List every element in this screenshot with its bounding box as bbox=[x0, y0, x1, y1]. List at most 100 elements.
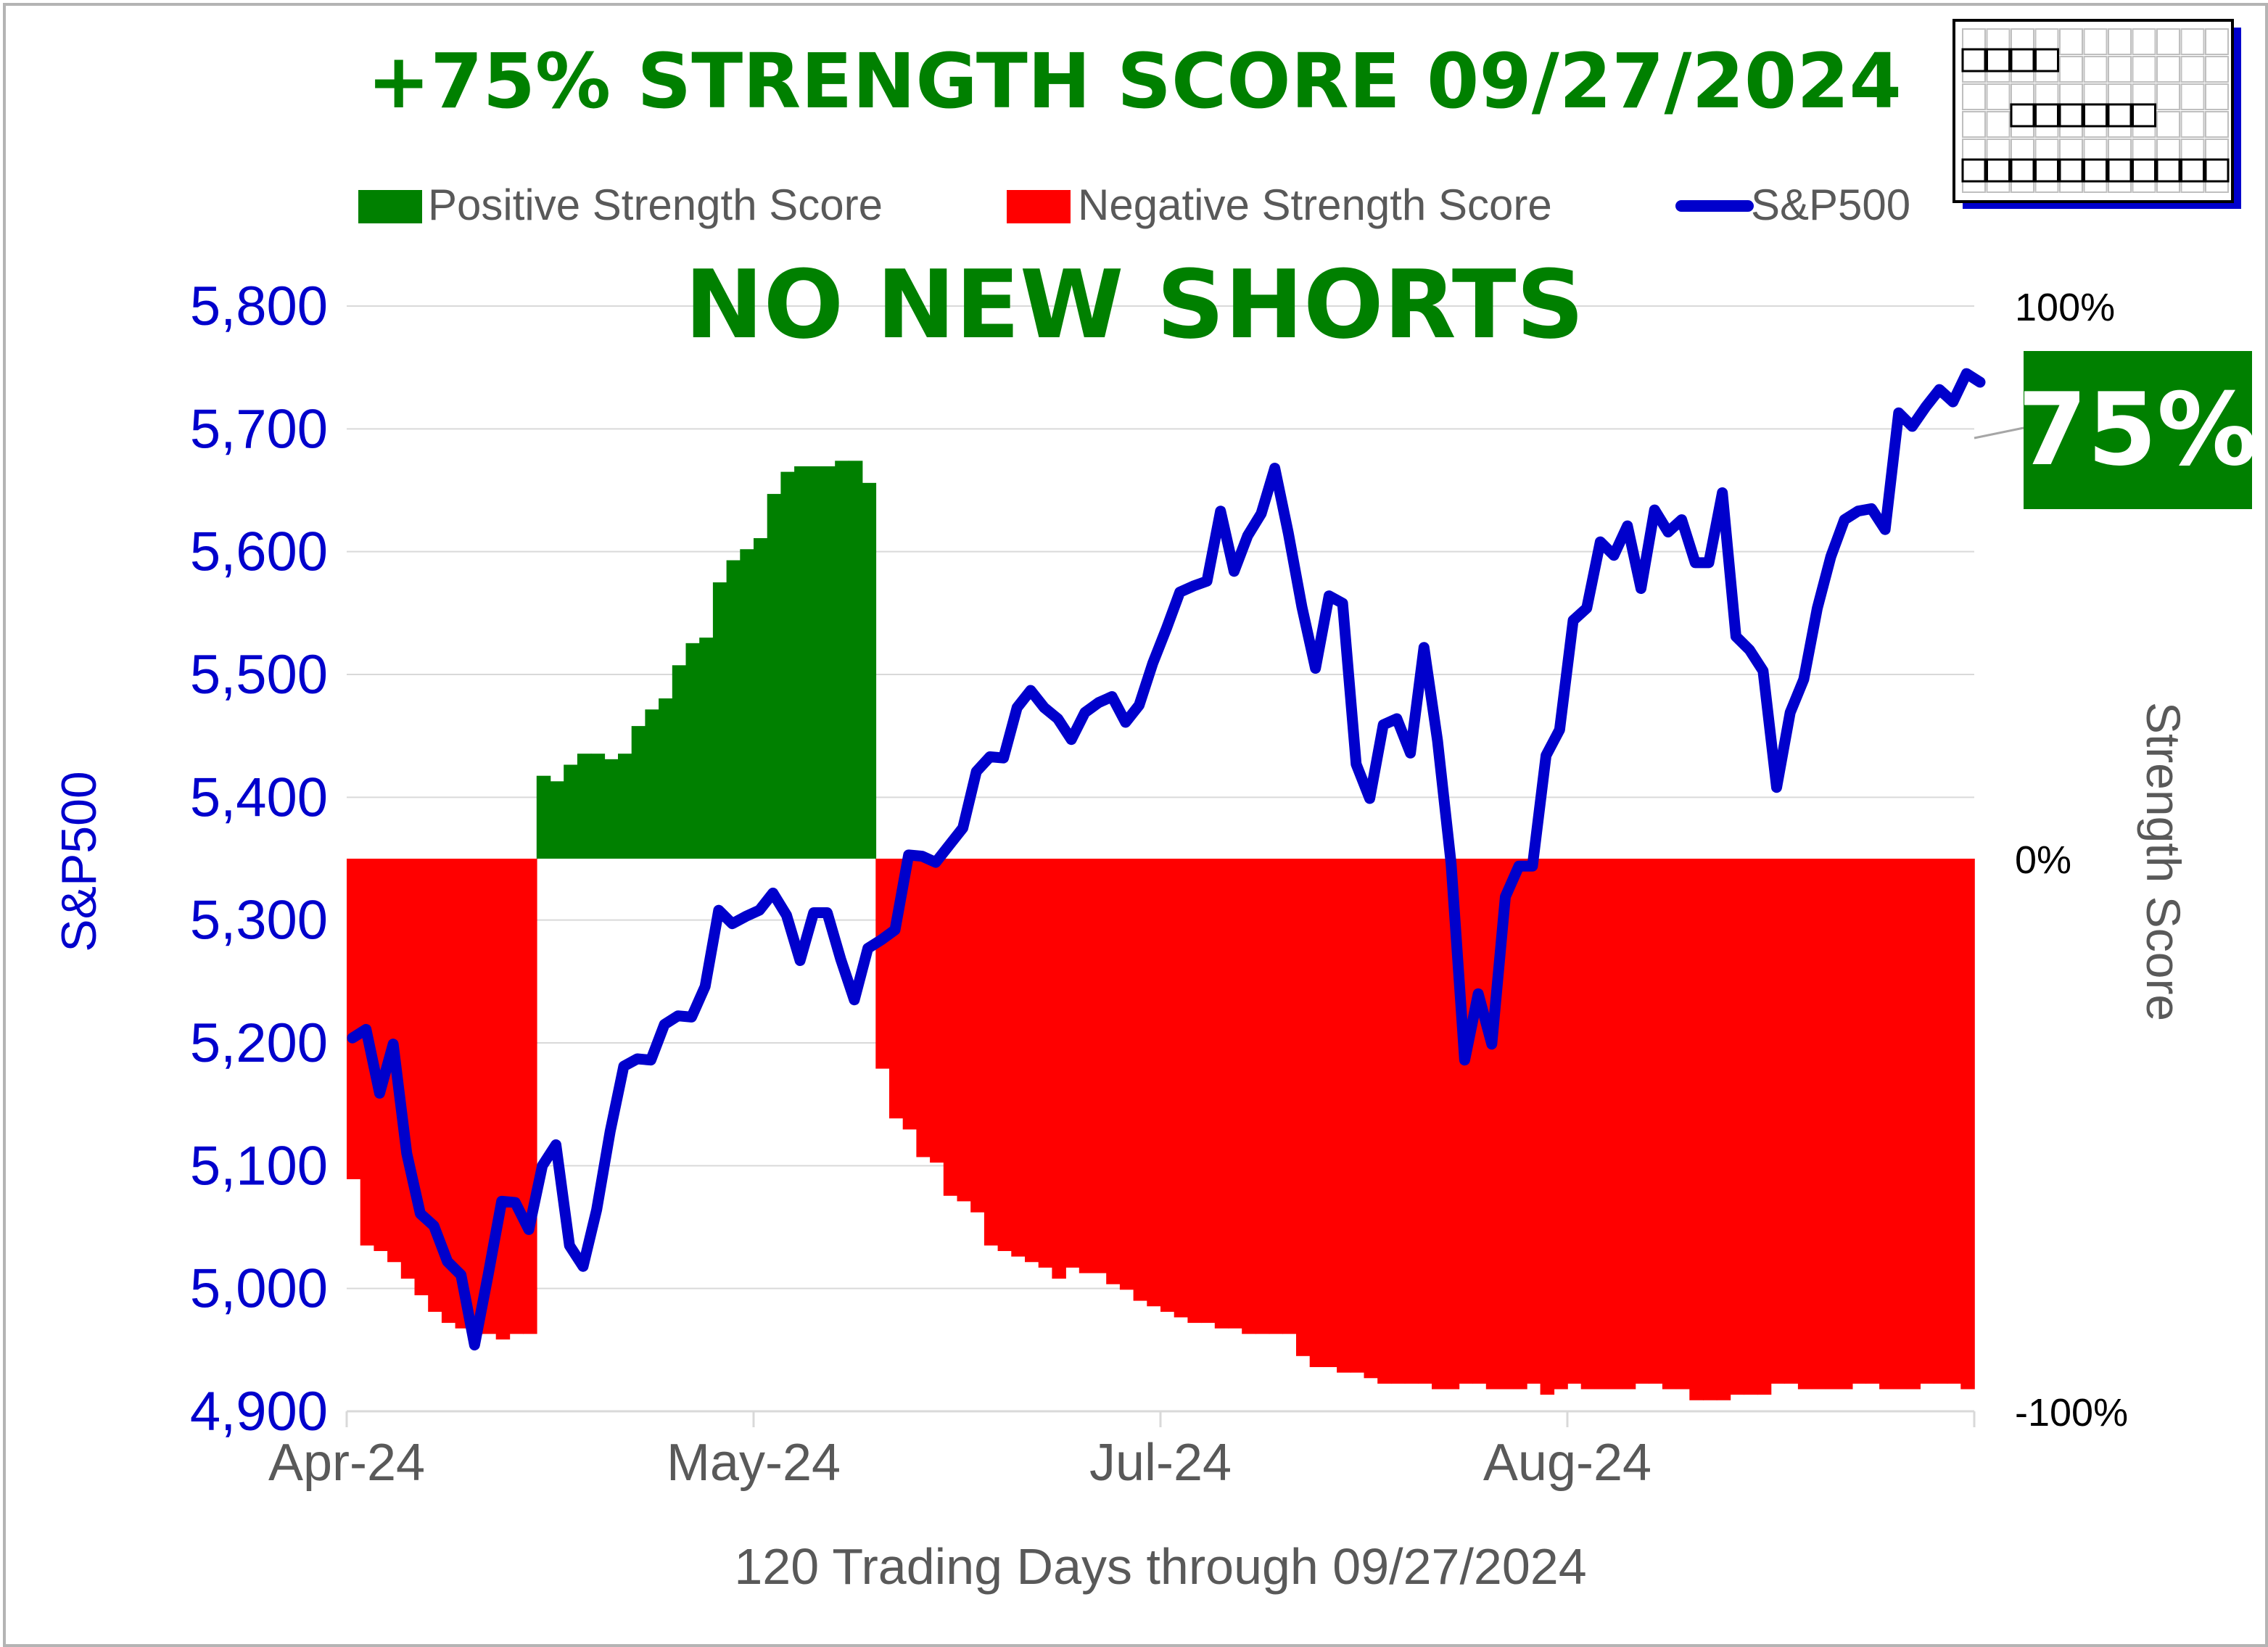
positive-strength-bar bbox=[821, 466, 836, 859]
negative-strength-bar bbox=[455, 859, 470, 1329]
negative-strength-bar bbox=[1242, 859, 1256, 1334]
negative-strength-bar bbox=[1960, 859, 1975, 1390]
legend: Positive Strength Score Negative Strengt… bbox=[358, 181, 1910, 229]
negative-strength-bar bbox=[1174, 859, 1189, 1318]
negative-strength-bar bbox=[1255, 859, 1270, 1334]
logo-cell bbox=[2108, 56, 2132, 83]
negative-strength-bar bbox=[1065, 859, 1080, 1268]
negative-strength-bar bbox=[1133, 859, 1148, 1301]
negative-strength-bar bbox=[1662, 859, 1677, 1390]
positive-strength-bar bbox=[618, 754, 632, 859]
legend-label-sp500: S&P500 bbox=[1751, 181, 1910, 229]
left-tick-label: 5,500 bbox=[190, 644, 328, 706]
chart-title: +75% STRENGTH SCORE 09/27/2024 bbox=[367, 37, 1902, 125]
negative-strength-bar bbox=[1906, 859, 1921, 1390]
logo-cell bbox=[2205, 28, 2229, 55]
logo-letter-cell bbox=[2083, 158, 2108, 183]
negative-strength-bar bbox=[1418, 859, 1432, 1384]
negative-strength-bar bbox=[1214, 859, 1229, 1329]
x-tick-label: Aug-24 bbox=[1483, 1434, 1651, 1492]
positive-strength-bar bbox=[672, 665, 687, 859]
negative-strength-bar bbox=[1269, 859, 1284, 1334]
negative-strength-bar bbox=[495, 859, 511, 1340]
left-tick-label: 5,100 bbox=[190, 1135, 328, 1197]
negative-strength-bar bbox=[1716, 859, 1731, 1400]
logo-letter-cell bbox=[2204, 158, 2230, 183]
negative-strength-bar bbox=[1540, 859, 1555, 1395]
negative-strength-bar bbox=[1092, 859, 1107, 1274]
negative-strength-bar bbox=[1839, 859, 1853, 1390]
negative-strength-bar bbox=[943, 859, 958, 1196]
strength-callout: 75% bbox=[1974, 351, 2257, 509]
negative-strength-bar bbox=[930, 859, 944, 1163]
negative-strength-bar bbox=[1201, 859, 1216, 1324]
positive-strength-bar bbox=[712, 582, 727, 859]
logo-cell bbox=[2156, 83, 2180, 110]
strength-bars bbox=[347, 461, 1975, 1400]
logo-letter-cell bbox=[2083, 103, 2108, 128]
logo-cell bbox=[1986, 83, 2011, 110]
logo-letter-cell bbox=[2058, 158, 2084, 183]
negative-strength-bar bbox=[1282, 859, 1297, 1334]
left-tick-label: 5,400 bbox=[190, 767, 328, 828]
logo-cell bbox=[2108, 28, 2132, 55]
logo-cell bbox=[2132, 56, 2156, 83]
positive-strength-bar bbox=[848, 461, 863, 859]
positive-strength-bar bbox=[780, 471, 795, 859]
negative-strength-bar bbox=[1703, 859, 1718, 1400]
negative-strength-bar bbox=[1635, 859, 1649, 1384]
positive-strength-bar bbox=[862, 482, 877, 859]
positive-strength-bar bbox=[794, 466, 809, 859]
negative-strength-bar bbox=[1567, 859, 1582, 1384]
logo-cell bbox=[2083, 56, 2108, 83]
negative-strength-bar bbox=[1052, 859, 1066, 1279]
right-tick-label: -100% bbox=[2015, 1391, 2128, 1435]
negative-strength-bar bbox=[957, 859, 971, 1202]
sp500-line-layer bbox=[347, 368, 1986, 1351]
positive-strength-bar bbox=[550, 781, 564, 859]
right-axis-title: Strength Score bbox=[2137, 702, 2190, 1021]
logo-letter-cell bbox=[1986, 48, 2011, 73]
negative-strength-bar bbox=[1811, 859, 1826, 1390]
negative-strength-bar bbox=[1865, 859, 1880, 1384]
left-tick-label: 5,700 bbox=[190, 398, 328, 460]
negative-strength-bar bbox=[1689, 859, 1704, 1400]
logo-cell bbox=[2059, 28, 2083, 55]
logo-cell bbox=[2083, 28, 2108, 55]
logo-letter-cell bbox=[1986, 158, 2011, 183]
positive-strength-bar bbox=[564, 764, 578, 859]
negative-strength-bar bbox=[1350, 859, 1365, 1373]
negative-strength-bar bbox=[1337, 859, 1351, 1373]
logo-cell bbox=[2156, 28, 2180, 55]
negative-strength-bar bbox=[1147, 859, 1161, 1307]
negative-strength-bar bbox=[1323, 859, 1337, 1368]
positive-strength-bar bbox=[807, 466, 822, 859]
logo-cell bbox=[1986, 111, 2011, 138]
logo-letter-cell bbox=[2034, 48, 2059, 73]
x-tick-label: Jul-24 bbox=[1089, 1434, 1232, 1492]
negative-strength-bar bbox=[984, 859, 999, 1246]
negative-strength-bar bbox=[1011, 859, 1026, 1257]
logo-letter-cell bbox=[2010, 103, 2035, 128]
negative-strength-bar bbox=[1364, 859, 1378, 1379]
logo-cell bbox=[2180, 111, 2205, 138]
logo-letter-cell bbox=[2107, 103, 2132, 128]
positive-strength-bar bbox=[590, 754, 606, 859]
logo-cell bbox=[2156, 111, 2180, 138]
positive-strength-bar bbox=[631, 726, 646, 859]
logo-cell bbox=[2180, 28, 2205, 55]
negative-strength-bar bbox=[1580, 859, 1596, 1390]
negative-strength-bar bbox=[1933, 859, 1948, 1384]
negative-strength-bar bbox=[1879, 859, 1894, 1390]
left-tick-label: 4,900 bbox=[190, 1381, 328, 1442]
negative-strength-bar bbox=[1825, 859, 1839, 1390]
callout-value: 75% bbox=[2018, 371, 2257, 488]
x-axis-title: 120 Trading Days through 09/27/2024 bbox=[734, 1538, 1586, 1595]
negative-strength-bar bbox=[1852, 859, 1867, 1384]
legend-label-positive: Positive Strength Score bbox=[428, 181, 883, 229]
logo-cell bbox=[2205, 83, 2229, 110]
negative-strength-bar bbox=[1160, 859, 1175, 1312]
logo-cell bbox=[2205, 111, 2229, 138]
logo-letter-cell bbox=[1961, 48, 1987, 73]
negative-strength-bar bbox=[997, 859, 1013, 1252]
